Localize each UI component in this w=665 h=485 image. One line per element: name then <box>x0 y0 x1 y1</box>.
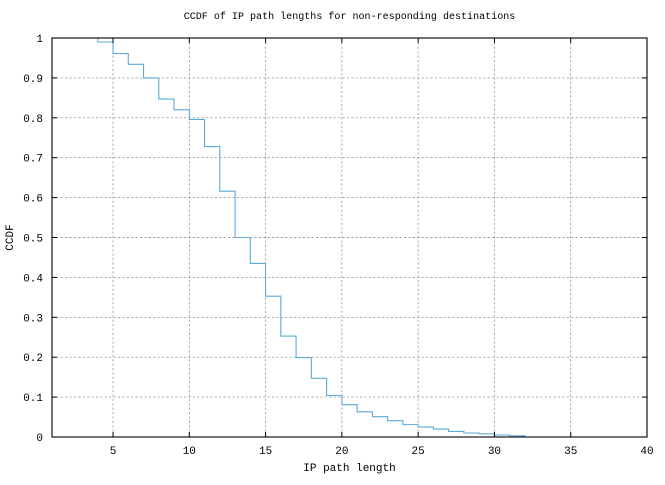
svg-text:10: 10 <box>183 446 196 458</box>
svg-text:0.2: 0.2 <box>23 353 43 365</box>
svg-text:5: 5 <box>110 446 117 458</box>
svg-text:15: 15 <box>259 446 272 458</box>
svg-text:CCDF: CCDF <box>5 224 17 250</box>
svg-text:40: 40 <box>640 446 653 458</box>
svg-text:30: 30 <box>488 446 501 458</box>
svg-text:25: 25 <box>412 446 425 458</box>
svg-text:CCDF of IP path lengths for no: CCDF of IP path lengths for non-respondi… <box>184 11 516 23</box>
svg-text:0.1: 0.1 <box>23 393 43 405</box>
svg-text:0.5: 0.5 <box>23 234 43 246</box>
svg-text:0: 0 <box>36 433 43 445</box>
svg-text:0.4: 0.4 <box>23 273 43 285</box>
svg-text:0.8: 0.8 <box>23 114 43 126</box>
svg-text:35: 35 <box>564 446 577 458</box>
svg-text:0.6: 0.6 <box>23 194 43 206</box>
svg-text:0.9: 0.9 <box>23 74 43 86</box>
svg-text:20: 20 <box>335 446 348 458</box>
svg-text:IP path length: IP path length <box>303 463 395 475</box>
svg-text:0.3: 0.3 <box>23 313 43 325</box>
svg-text:1: 1 <box>36 34 43 46</box>
svg-text:0.7: 0.7 <box>23 154 43 166</box>
